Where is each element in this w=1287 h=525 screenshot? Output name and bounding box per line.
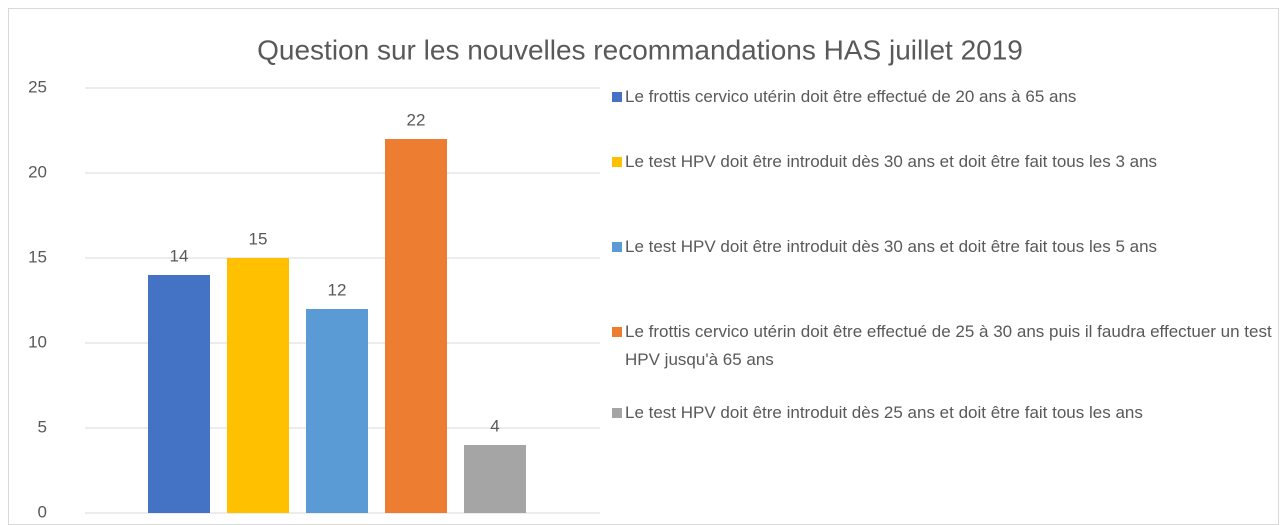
data-label: 14 [170,246,189,265]
legend-swatch [612,327,622,337]
bar [385,139,447,513]
data-label: 4 [490,416,499,435]
legend-item: Le test HPV doit être introduit dès 30 a… [612,148,1280,176]
data-label: 15 [249,229,268,248]
legend-item: Le frottis cervico utérin doit être effe… [612,318,1280,374]
data-label: 12 [328,280,347,299]
bar [148,275,210,513]
legend-swatch [612,92,622,102]
y-tick-label: 20 [28,162,47,181]
y-tick-label: 10 [28,332,47,351]
legend-swatch [612,242,622,252]
bar [306,309,368,513]
legend-swatch [612,408,622,418]
y-tick-label: 0 [38,502,47,521]
y-tick-label: 15 [28,247,47,266]
legend-item: Le test HPV doit être introduit dès 30 a… [612,233,1280,261]
chart-title: Question sur les nouvelles recommandatio… [257,34,1023,65]
chart-border [8,8,1279,525]
y-tick-label: 5 [38,417,47,436]
legend-label: Le test HPV doit être introduit dès 30 a… [625,237,1158,256]
bar [464,445,526,513]
legend-swatch [612,157,622,167]
bar [227,258,289,513]
data-label: 22 [407,110,426,129]
legend-label: Le test HPV doit être introduit dès 25 a… [625,403,1143,422]
legend-label: Le frottis cervico utérin doit être effe… [625,87,1077,106]
legend-item: Le frottis cervico utérin doit être effe… [612,83,1280,111]
legend-label: Le test HPV doit être introduit dès 30 a… [625,152,1158,171]
legend-label: Le frottis cervico utérin doit être effe… [625,322,1272,369]
y-tick-label: 25 [28,77,47,96]
legend-item: Le test HPV doit être introduit dès 25 a… [612,399,1280,427]
